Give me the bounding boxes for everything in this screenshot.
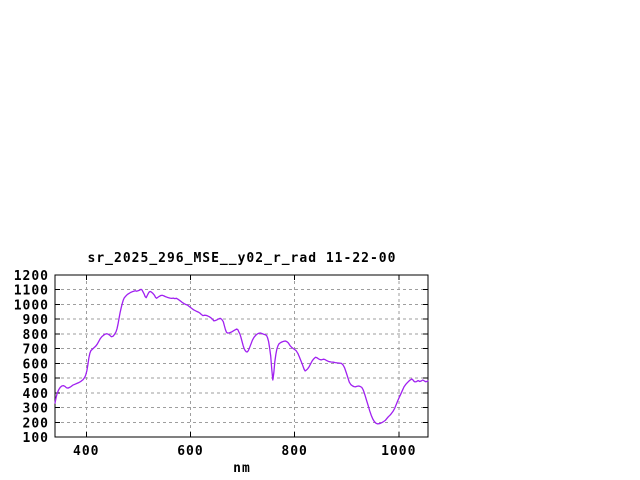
x-axis-label: nm (233, 461, 251, 476)
x-tick-label: 800 (281, 444, 307, 459)
y-tick-label: 700 (23, 343, 49, 358)
y-tick-label: 300 (23, 402, 49, 417)
y-tick-label: 900 (23, 313, 49, 328)
y-tick-label: 200 (23, 416, 49, 431)
plot-border (54, 274, 429, 438)
y-tick-label: 400 (23, 387, 49, 402)
x-tick-label: 1000 (381, 444, 416, 459)
chart-title: sr_2025_296_MSE__y02_r_rad 11-22-00 (87, 251, 397, 266)
spectrum-line (54, 288, 429, 425)
y-tick-label: 1000 (14, 298, 49, 313)
y-tick-label: 500 (23, 372, 49, 387)
y-tick-label: 100 (23, 431, 49, 446)
x-tick-label: 400 (73, 444, 99, 459)
y-tick-label: 600 (23, 357, 49, 372)
y-tick-label: 1200 (14, 269, 49, 284)
y-tick-label: 1100 (14, 284, 49, 299)
y-tick-label: 800 (23, 328, 49, 343)
x-tick-label: 600 (177, 444, 203, 459)
